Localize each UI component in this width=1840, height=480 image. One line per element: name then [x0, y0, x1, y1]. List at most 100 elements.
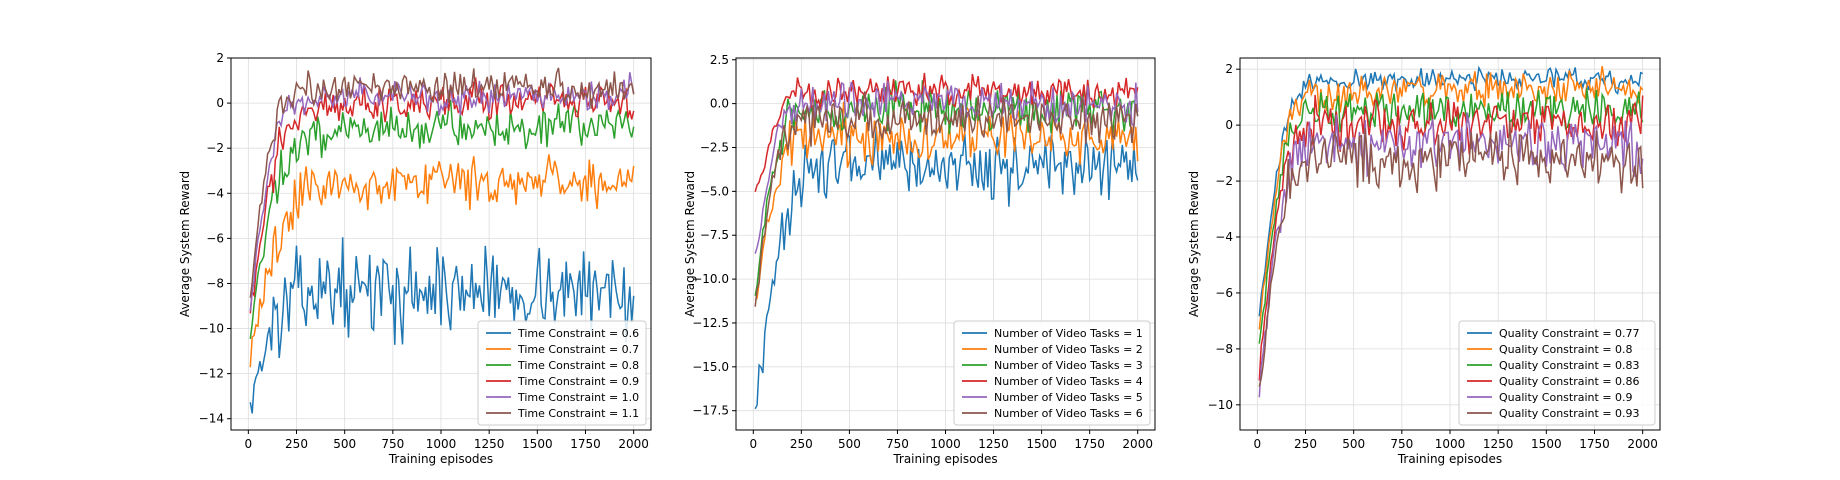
legend-entry: Quality Constraint = 0.83 — [1499, 359, 1640, 372]
x-tick-label: 750 — [886, 437, 909, 451]
y-tick-label: −8 — [1215, 342, 1233, 356]
x-axis-label: Training episodes — [1397, 452, 1502, 466]
series-line-4 — [1258, 94, 1644, 381]
x-tick-label: 2000 — [1627, 437, 1658, 451]
x-tick-label: 1000 — [1435, 437, 1466, 451]
legend-box — [477, 320, 647, 426]
legend-entry: Quality Constraint = 0.77 — [1499, 327, 1640, 340]
legend-entry: Time Constraint = 1.0 — [517, 391, 639, 404]
series-line-1 — [249, 237, 635, 414]
y-axis-label: Average System Reward — [178, 171, 192, 317]
legend-entry: Time Constraint = 0.6 — [517, 327, 639, 340]
series-line-1 — [754, 127, 1139, 410]
legend-entry: Time Constraint = 0.8 — [517, 359, 639, 372]
legend-box — [953, 320, 1151, 426]
legend-entry: Time Constraint = 0.9 — [517, 375, 639, 388]
x-tick-label: 1000 — [930, 437, 961, 451]
x-axis-label: Training episodes — [892, 452, 997, 466]
legend-entry: Number of Video Tasks = 6 — [994, 407, 1143, 420]
x-tick-label: 1250 — [978, 437, 1009, 451]
series-line-1 — [1258, 65, 1644, 317]
legend-entry: Time Constraint = 0.7 — [517, 343, 639, 356]
x-tick-label: 500 — [838, 437, 861, 451]
series-line-3 — [249, 99, 635, 339]
legend: Number of Video Tasks = 1 Number of Video… — [953, 320, 1151, 426]
y-tick-label: −10 — [1208, 398, 1233, 412]
y-tick-label: −2 — [206, 141, 224, 155]
y-tick-label: −6 — [206, 231, 224, 245]
chart-panel-2: 0 250 500 750 1000 1250 1500 1750 2000 −17.5 −15.0… — [683, 53, 1156, 466]
legend-entry: Quality Constraint = 0.86 — [1499, 375, 1640, 388]
legend-entry: Number of Video Tasks = 3 — [994, 359, 1143, 372]
series-line-6 — [754, 91, 1139, 307]
x-tick-label: 1750 — [1579, 437, 1610, 451]
y-tick-label: 2 — [216, 51, 224, 65]
legend: Quality Constraint = 0.77 Quality Constra… — [1458, 320, 1656, 426]
x-tick-label: 0 — [749, 437, 757, 451]
chart-panel-3: 0 250 500 750 1000 1250 1500 1750 2000 −10 −8 −6 −4 −… — [1187, 57, 1661, 466]
series-line-3 — [1258, 88, 1644, 344]
x-tick-label: 0 — [1254, 437, 1262, 451]
series-line-3 — [754, 80, 1139, 296]
x-tick-label: 500 — [1342, 437, 1365, 451]
x-tick-label: 1750 — [570, 437, 601, 451]
x-tick-label: 1500 — [522, 437, 553, 451]
y-tick-label: −2.5 — [700, 140, 729, 154]
y-tick-label: 0.0 — [710, 97, 729, 111]
series-lines — [754, 72, 1139, 410]
y-tick-label: 0 — [1225, 118, 1233, 132]
series-lines — [249, 67, 635, 414]
x-tick-label: 2000 — [1122, 437, 1153, 451]
y-tick-label: −7.5 — [700, 228, 729, 242]
legend-entry: Number of Video Tasks = 4 — [994, 375, 1143, 388]
y-tick-label: −4 — [1215, 230, 1233, 244]
x-tick-label: 1750 — [1074, 437, 1105, 451]
legend-box — [1458, 320, 1656, 426]
y-tick-label: −8 — [206, 276, 224, 290]
x-tick-label: 500 — [333, 437, 356, 451]
chart-panel-1: 0 250 500 750 1000 1250 1500 1750 2000 −14 −12 −10 −… — [178, 51, 652, 466]
series-line-2 — [754, 101, 1139, 301]
y-tick-label: −10.0 — [692, 272, 729, 286]
x-tick-label: 250 — [790, 437, 813, 451]
legend-entry: Quality Constraint = 0.9 — [1499, 391, 1633, 404]
legend-entry: Quality Constraint = 0.8 — [1499, 343, 1633, 356]
y-tick-label: −12 — [199, 367, 224, 381]
x-tick-label: 1500 — [1531, 437, 1562, 451]
y-tick-label: −10 — [199, 322, 224, 336]
y-tick-label: −5.0 — [700, 184, 729, 198]
legend-entry: Number of Video Tasks = 5 — [994, 391, 1143, 404]
x-tick-label: 1250 — [474, 437, 505, 451]
legend: Time Constraint = 0.6 Time Constraint = 0… — [477, 320, 647, 426]
y-tick-label: −2 — [1215, 174, 1233, 188]
y-tick-label: −6 — [1215, 286, 1233, 300]
y-tick-label: −17.5 — [692, 404, 729, 418]
legend-entry: Number of Video Tasks = 1 — [994, 327, 1143, 340]
x-tick-label: 1250 — [1483, 437, 1514, 451]
x-tick-label: 1500 — [1026, 437, 1057, 451]
x-axis-label: Training episodes — [388, 452, 493, 466]
y-axis-label: Average System Reward — [1187, 171, 1201, 317]
y-tick-label: −4 — [206, 186, 224, 200]
y-tick-label: −14 — [199, 412, 224, 426]
x-tick-label: 1000 — [426, 437, 457, 451]
legend-entry: Quality Constraint = 0.93 — [1499, 407, 1640, 420]
legend-entry: Number of Video Tasks = 2 — [994, 343, 1143, 356]
series-line-6 — [249, 67, 635, 298]
y-tick-label: 2 — [1225, 62, 1233, 76]
x-tick-label: 750 — [381, 437, 404, 451]
y-tick-label: 2.5 — [710, 53, 729, 67]
y-axis-label: Average System Reward — [683, 171, 697, 317]
series-lines — [1258, 65, 1644, 398]
y-tick-label: −12.5 — [692, 316, 729, 330]
legend-entry: Time Constraint = 1.1 — [517, 407, 639, 420]
y-tick-label: −15.0 — [692, 360, 729, 374]
x-tick-label: 250 — [285, 437, 308, 451]
x-tick-label: 250 — [1294, 437, 1317, 451]
series-line-6 — [1258, 120, 1644, 387]
y-tick-label: 0 — [216, 96, 224, 110]
x-tick-label: 0 — [245, 437, 253, 451]
series-line-2 — [249, 154, 635, 368]
x-tick-label: 750 — [1390, 437, 1413, 451]
